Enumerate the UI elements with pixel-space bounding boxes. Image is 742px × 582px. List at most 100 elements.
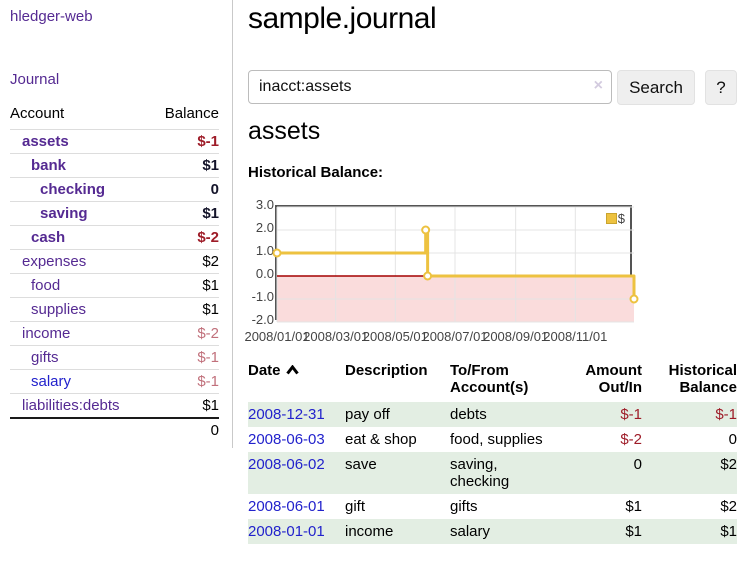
register-header-date-label: Date <box>248 362 281 379</box>
account-balance-cash: $-2 <box>197 229 219 246</box>
historical-balance-chart: 3.0 2.0 1.0 0.0 -1.0 -2.0 $ 2008/01/01 2008/03… <box>244 197 742 344</box>
register-balance: $1 <box>720 523 737 540</box>
x-tick-label: 2008/09/01 <box>483 329 549 344</box>
legend-label: $ <box>617 211 625 226</box>
register-header-balance: Historical Balance <box>668 362 737 396</box>
account-heading: assets <box>248 117 321 145</box>
account-link-cash[interactable]: cash <box>31 229 66 246</box>
account-row-expenses: expenses $2 <box>10 249 219 274</box>
register-amount: $-2 <box>620 431 642 448</box>
register-date-link[interactable]: 2008-06-03 <box>248 431 325 448</box>
accounts-header-row: Account Balance <box>10 101 219 130</box>
register-row: 2008-06-01 gift gifts $1 $2 <box>248 494 737 519</box>
register-header-description: Description <box>345 362 428 379</box>
y-tick-label: 2.0 <box>255 220 274 235</box>
account-link-saving[interactable]: saving <box>40 205 88 222</box>
chart-canvas <box>272 206 639 323</box>
chart-section-label: Historical Balance: <box>248 164 384 181</box>
register-accounts: food, supplies <box>450 431 543 448</box>
y-tick-label: -1.0 <box>251 289 274 304</box>
account-link-food[interactable]: food <box>31 277 61 294</box>
register-description: save <box>345 456 377 473</box>
account-row-assets: assets $-1 <box>10 129 219 154</box>
account-balance-bank: $1 <box>202 157 219 174</box>
account-row-income: income $-2 <box>10 321 219 346</box>
register-amount: $-1 <box>620 406 642 423</box>
help-button[interactable]: ? <box>705 70 737 105</box>
register-balance: $-1 <box>715 406 737 423</box>
register-amount: $1 <box>625 523 642 540</box>
register-amount: $1 <box>625 498 642 515</box>
register-header-date[interactable]: Date <box>248 360 345 402</box>
register-amount: 0 <box>633 456 642 473</box>
account-link-income[interactable]: income <box>22 325 71 342</box>
sort-ascending-icon[interactable] <box>285 362 299 379</box>
account-row-bank: bank $1 <box>10 153 219 178</box>
account-balance-income: $-2 <box>197 325 219 342</box>
x-tick-label: 2008/07/01 <box>422 329 488 344</box>
register-accounts: saving, checking <box>450 456 510 490</box>
account-balance-assets: $-1 <box>197 133 219 150</box>
account-link-liabilities-debts[interactable]: liabilities:debts <box>22 397 120 414</box>
register-date-link[interactable]: 2008-06-02 <box>248 456 325 473</box>
account-balance-saving: $1 <box>202 205 219 222</box>
register-date-link[interactable]: 2008-12-31 <box>248 406 325 423</box>
legend-swatch-icon <box>605 213 617 224</box>
search-input[interactable] <box>248 70 612 104</box>
register-header-amount: Amount Out/In <box>585 362 642 396</box>
account-row-gifts: gifts $-1 <box>10 345 219 370</box>
x-tick-label: 2008/03/01 <box>303 329 369 344</box>
account-link-bank[interactable]: bank <box>31 157 67 174</box>
register-header-accounts: To/From Account(s) <box>450 362 529 396</box>
account-row-saving: saving $1 <box>10 201 219 226</box>
x-tick-label: 2008/11/01 <box>543 329 608 344</box>
x-tick-label: 2008/05/01 <box>362 329 428 344</box>
y-tick-label: 1.0 <box>255 243 274 258</box>
register-row: 2008-06-03 eat & shop food, supplies $-2… <box>248 427 737 452</box>
account-row-supplies: supplies $1 <box>10 297 219 322</box>
search-button[interactable]: Search <box>617 70 695 105</box>
account-row-food: food $1 <box>10 273 219 298</box>
accounts-total-balance: 0 <box>210 422 219 439</box>
sidebar-item-journal[interactable]: Journal <box>10 71 60 88</box>
chart-legend: $ <box>603 210 627 227</box>
register-row: 2008-01-01 income salary $1 $1 <box>248 519 737 544</box>
x-tick-label: 2008/01/01 <box>244 329 310 344</box>
register-accounts: gifts <box>450 498 478 515</box>
register-row: 2008-12-31 pay off debts $-1 $-1 <box>248 402 737 427</box>
accounts-total-row: 0 <box>10 418 219 442</box>
clear-search-icon[interactable]: × <box>593 77 603 94</box>
account-link-checking[interactable]: checking <box>40 181 106 198</box>
account-row-cash: cash $-2 <box>10 225 219 250</box>
account-balance-gifts: $-1 <box>197 349 219 366</box>
register-accounts: debts <box>450 406 487 423</box>
account-balance-supplies: $1 <box>202 301 219 318</box>
y-tick-label: 3.0 <box>255 197 274 212</box>
register-row: 2008-06-02 save saving, checking 0 $2 <box>248 452 737 494</box>
sidebar: hledger-web Journal Account Balance asse… <box>0 0 233 448</box>
account-link-expenses[interactable]: expenses <box>22 253 87 270</box>
register-balance: $2 <box>720 456 737 473</box>
register-description: pay off <box>345 406 390 423</box>
register-header-row: Date Description To/From Account(s) Amou… <box>248 360 737 402</box>
y-tick-label: 0.0 <box>255 266 274 281</box>
accounts-balance-table: Account Balance assets $-1 bank $1 check… <box>10 101 219 442</box>
account-link-salary[interactable]: salary <box>31 373 72 390</box>
register-date-link[interactable]: 2008-01-01 <box>248 523 325 540</box>
register-description: gift <box>345 498 366 515</box>
register-accounts: salary <box>450 523 491 540</box>
account-link-supplies[interactable]: supplies <box>31 301 87 318</box>
account-balance-food: $1 <box>202 277 219 294</box>
register-date-link[interactable]: 2008-06-01 <box>248 498 325 515</box>
account-link-assets[interactable]: assets <box>22 133 69 150</box>
account-balance-expenses: $2 <box>202 253 219 270</box>
account-row-salary: salary $-1 <box>10 369 219 394</box>
app-brand-link[interactable]: hledger-web <box>10 8 93 25</box>
account-link-gifts[interactable]: gifts <box>31 349 59 366</box>
page-title: sample.journal <box>248 2 437 35</box>
account-balance-liabilities-debts: $1 <box>202 397 219 414</box>
register-table: Date Description To/From Account(s) Amou… <box>248 360 737 544</box>
account-row-checking: checking 0 <box>10 177 219 202</box>
register-balance: 0 <box>728 431 737 448</box>
account-row-liabilities-debts: liabilities:debts $1 <box>10 393 219 419</box>
